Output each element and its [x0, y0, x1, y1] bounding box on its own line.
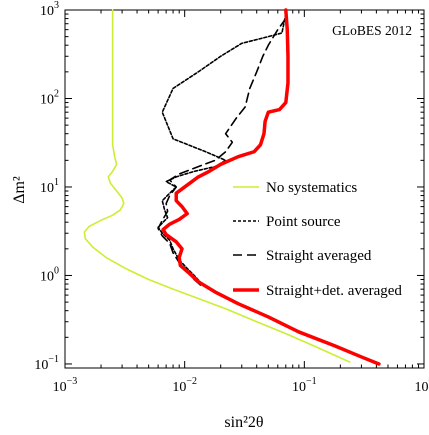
x-tick-label: 100	[415, 376, 429, 395]
y-tick-label: 101	[40, 177, 59, 196]
axis-tick-labels: 10−3 10−2 10−1 100 10−1 100 101 102 103	[34, 0, 429, 395]
x-tick-label: 10−2	[172, 376, 197, 395]
legend-label-3: Straight averaged	[266, 248, 372, 264]
series-line-3	[157, 17, 287, 288]
x-tick-label: 10−1	[292, 376, 317, 395]
legend-label-4: Straight+det. averaged	[266, 283, 402, 299]
series-line-1	[83, 9, 351, 363]
y-tick-label: 100	[40, 265, 59, 284]
legend-label-1: No systematics	[266, 180, 357, 196]
globes-annotation: GLoBES 2012	[332, 23, 412, 38]
y-tick-label: 10−1	[34, 354, 59, 373]
y-tick-label: 103	[40, 0, 59, 19]
x-axis-label: sin²2θ	[224, 414, 263, 431]
y-tick-label: 102	[40, 88, 59, 107]
series-line-4	[161, 8, 381, 366]
series-layer	[83, 8, 381, 366]
plot-frame	[64, 9, 425, 369]
legend-label-2: Point source	[266, 214, 341, 230]
legend: No systematics Point source Straight avera…	[233, 180, 402, 299]
y-axis-label: Δm²	[11, 176, 28, 204]
axis-ticks	[64, 9, 425, 369]
x-tick-label: 10−3	[53, 376, 78, 395]
